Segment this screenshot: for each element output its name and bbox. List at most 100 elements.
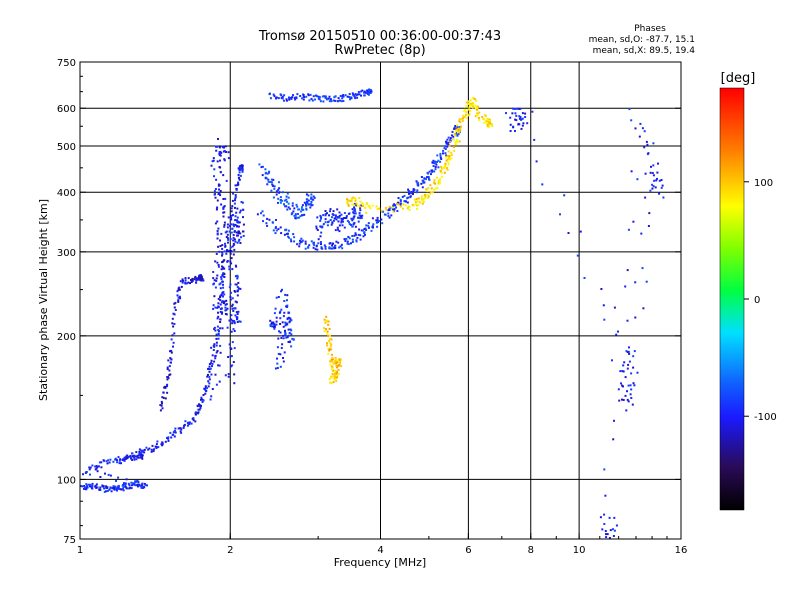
echo-point [239,209,242,212]
echo-point [273,323,276,326]
echo-point [99,476,102,478]
echo-point [229,347,232,349]
echo-point [230,216,232,219]
echo-point [403,200,406,203]
echo-point [652,164,655,167]
echo-point [213,326,216,329]
echo-point [421,186,424,189]
echo-point [283,94,286,97]
echo-point [323,330,326,333]
echo-point [173,306,176,309]
echo-point [212,349,215,351]
echo-point [221,274,224,277]
echo-point [322,100,325,103]
echo-point [289,96,292,99]
echo-point [326,332,329,335]
echo-point [363,228,366,231]
echo-point [232,361,235,363]
echo-point [353,208,356,211]
echo-point [427,187,430,190]
echo-point [266,217,269,220]
echo-point [170,358,173,361]
echo-point [169,357,172,360]
echo-point [276,362,279,365]
echo-point [231,268,234,271]
echo-point [354,232,357,235]
echo-point [324,321,327,324]
echo-point [236,321,239,323]
echo-point [96,466,99,469]
echo-point [188,421,191,424]
echo-point [220,232,223,235]
echo-point [330,223,333,226]
echo-point [215,279,218,282]
echo-point [434,160,437,163]
echo-point [324,218,327,221]
echo-point [225,179,228,182]
echo-point [151,444,154,447]
y-tick-label: 100 [57,475,76,486]
echo-point [216,325,219,328]
echo-point [223,211,226,214]
echo-point [282,357,284,359]
echo-point [521,124,524,127]
echo-point [184,277,187,280]
echo-point [287,206,290,209]
echo-point [357,216,360,219]
echo-point [216,306,219,309]
echo-point [316,229,319,231]
echo-point [133,483,136,486]
echo-point [354,197,357,200]
echo-point [315,94,317,97]
echo-point [632,220,635,223]
echo-point [165,385,168,388]
echo-point [330,247,333,250]
echo-point [283,203,285,206]
x-tick-label: 4 [377,545,383,556]
echo-point [232,234,235,236]
echo-point [376,216,379,219]
echo-point [335,362,338,365]
echo-point [217,183,220,186]
echo-point [217,227,220,230]
echo-point [305,95,308,98]
echo-point [215,208,218,211]
echo-point [331,358,334,361]
echo-point [218,364,221,367]
echo-point [319,241,322,243]
echo-point [225,303,228,306]
echo-point [224,197,227,200]
echo-point [465,113,468,116]
echo-point [213,168,216,171]
echo-point [372,223,375,226]
echo-point [509,123,512,126]
echo-point [284,205,287,208]
echo-trace [323,315,343,385]
stats-heading: Phases [634,24,666,34]
echo-point [221,251,224,254]
echo-point [283,233,286,236]
colorbar-tick-label: -100 [754,412,777,423]
echo-point [238,221,241,224]
echo-point [238,169,241,172]
echo-point [378,219,381,222]
echo-point [137,456,140,459]
echo-point [296,243,298,246]
echo-point [217,245,220,248]
echo-point [220,276,223,279]
echo-point [353,95,356,98]
echo-point [624,376,627,379]
echo-point [576,254,579,257]
echo-point [307,203,310,206]
echo-point [336,366,338,369]
echo-point [288,98,291,101]
echo-point [320,243,322,246]
echo-point [234,196,237,198]
echo-point [229,260,232,263]
echo-point [310,193,313,196]
echo-point [347,236,350,238]
echo-point [432,159,435,162]
echo-point [242,216,244,219]
echo-point [328,327,331,330]
echo-point [209,398,212,401]
